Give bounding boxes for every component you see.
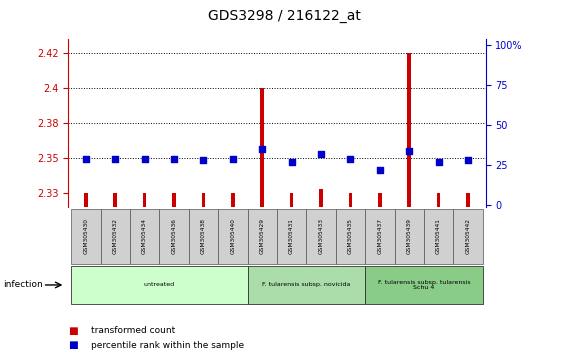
Text: GSM305432: GSM305432 xyxy=(112,218,118,254)
Point xyxy=(228,156,237,161)
Bar xyxy=(336,209,365,264)
Bar xyxy=(231,193,235,207)
Point xyxy=(140,156,149,161)
Bar xyxy=(407,53,411,207)
Point xyxy=(404,148,414,154)
Bar xyxy=(365,266,483,304)
Text: GSM305430: GSM305430 xyxy=(83,218,88,254)
Bar xyxy=(218,209,248,264)
Text: GSM305431: GSM305431 xyxy=(289,218,294,254)
Text: GSM305438: GSM305438 xyxy=(201,218,206,254)
Bar xyxy=(466,193,470,207)
Bar xyxy=(189,209,218,264)
Bar xyxy=(437,193,440,207)
Text: GSM305436: GSM305436 xyxy=(172,218,177,254)
Text: GDS3298 / 216122_at: GDS3298 / 216122_at xyxy=(207,9,361,23)
Bar xyxy=(84,193,87,207)
Bar xyxy=(71,266,248,304)
Point xyxy=(169,156,178,161)
Bar xyxy=(277,209,306,264)
Bar xyxy=(130,209,159,264)
Text: GSM305434: GSM305434 xyxy=(142,218,147,254)
Text: infection: infection xyxy=(3,280,43,290)
Text: GSM305435: GSM305435 xyxy=(348,218,353,254)
Bar xyxy=(395,209,424,264)
Bar xyxy=(172,193,176,207)
Bar xyxy=(202,193,205,207)
Bar xyxy=(101,209,130,264)
Bar xyxy=(424,209,453,264)
Point xyxy=(199,158,208,163)
Bar xyxy=(261,88,264,207)
Bar xyxy=(143,193,147,207)
Bar xyxy=(365,209,395,264)
Bar xyxy=(71,209,101,264)
Point xyxy=(346,156,355,161)
Text: GSM305442: GSM305442 xyxy=(466,218,470,254)
Bar xyxy=(248,209,277,264)
Point xyxy=(287,159,296,165)
Text: untreated: untreated xyxy=(144,282,175,287)
Bar xyxy=(349,193,352,207)
Text: GSM305433: GSM305433 xyxy=(319,218,324,254)
Point xyxy=(375,167,385,173)
Point xyxy=(463,158,473,163)
Text: GSM305439: GSM305439 xyxy=(407,218,412,254)
Text: ■: ■ xyxy=(68,340,78,350)
Bar xyxy=(306,209,336,264)
Bar xyxy=(453,209,483,264)
Text: GSM305429: GSM305429 xyxy=(260,218,265,254)
Point xyxy=(434,159,443,165)
Text: GSM305441: GSM305441 xyxy=(436,218,441,254)
Bar xyxy=(290,193,293,207)
Bar xyxy=(248,266,365,304)
Bar xyxy=(159,209,189,264)
Point xyxy=(81,156,90,161)
Bar xyxy=(319,189,323,207)
Bar xyxy=(378,193,382,207)
Point xyxy=(258,146,267,152)
Point xyxy=(316,151,325,157)
Text: transformed count: transformed count xyxy=(91,326,175,336)
Point xyxy=(111,156,120,161)
Text: F. tularensis subsp. tularensis
Schu 4: F. tularensis subsp. tularensis Schu 4 xyxy=(378,280,470,290)
Text: GSM305437: GSM305437 xyxy=(377,218,382,254)
Text: F. tularensis subsp. novicida: F. tularensis subsp. novicida xyxy=(262,282,350,287)
Text: GSM305440: GSM305440 xyxy=(230,218,235,254)
Text: ■: ■ xyxy=(68,326,78,336)
Text: percentile rank within the sample: percentile rank within the sample xyxy=(91,341,244,350)
Bar xyxy=(114,193,117,207)
